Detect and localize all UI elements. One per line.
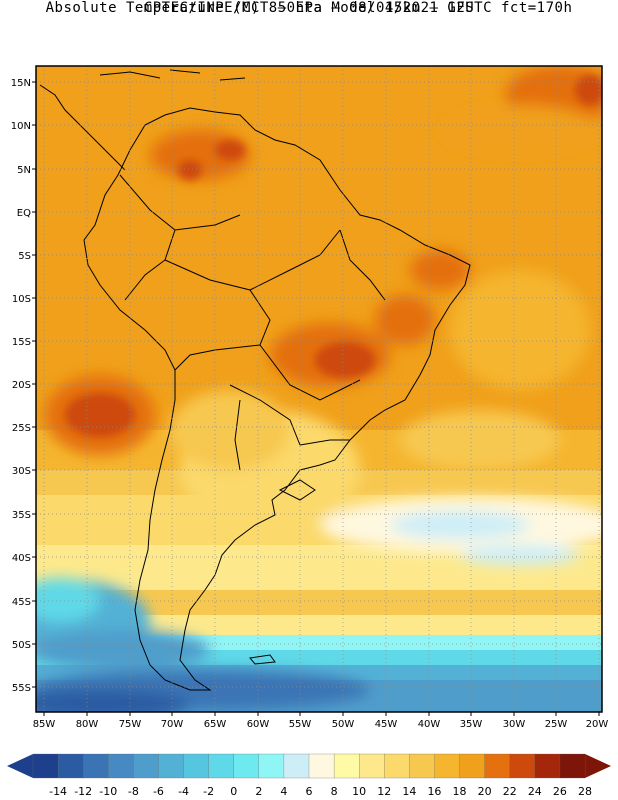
lat-label: 40S <box>12 553 31 564</box>
colorbar-cell <box>409 753 435 779</box>
lat-label: 5N <box>17 165 31 176</box>
chart-title-line-2: Absolute Temperature (C) 850hPa – 08/04/… <box>45 0 573 16</box>
lon-label: 65W <box>204 719 227 730</box>
colorbar-label: -14 <box>49 785 67 798</box>
colorbar-cell <box>183 753 210 779</box>
colorbar-label: 16 <box>427 785 441 798</box>
country-borders <box>119 174 386 471</box>
colorbar-label: 4 <box>280 785 287 798</box>
lon-label: 55W <box>289 719 312 730</box>
lon-label: 30W <box>503 719 526 730</box>
lon-label: 60W <box>247 719 270 730</box>
uruguay-river <box>278 479 316 501</box>
lat-label: 45S <box>12 597 31 608</box>
lat-label: 35S <box>12 510 31 521</box>
lon-label: 20W <box>586 719 609 730</box>
lat-label: 20S <box>12 380 31 391</box>
colorbar-cell <box>258 753 285 779</box>
colorbar-label: -8 <box>128 785 139 798</box>
longitude-labels: 85W 80W 75W 70W 65W 60W 55W 50W 45W 40W … <box>33 719 609 730</box>
colorbar-label: 8 <box>331 785 338 798</box>
colorbar-cell <box>32 753 59 779</box>
central-america-outline <box>39 84 126 171</box>
colorbar-cell <box>133 753 159 779</box>
caribbean-outline <box>99 69 246 81</box>
colorbar-label: 12 <box>377 785 391 798</box>
lat-label: 10S <box>12 294 31 305</box>
triangle-right-icon <box>585 754 611 778</box>
lat-label: 55S <box>12 683 31 694</box>
colorbar-label: -12 <box>74 785 92 798</box>
lon-label: 40W <box>418 719 441 730</box>
colorbar-label: 26 <box>553 785 567 798</box>
colorbar-cell <box>459 753 486 779</box>
colorbar-cell <box>434 753 460 779</box>
colorbar-cell <box>333 753 360 779</box>
falklands-outline <box>249 654 276 665</box>
tick-marks <box>32 81 600 716</box>
colorbar-cell <box>534 753 561 779</box>
colorbar-cells <box>32 753 586 779</box>
colorbar-cell <box>484 753 511 779</box>
colorbar-cell <box>509 753 536 779</box>
lon-label: 80W <box>76 719 99 730</box>
lat-label: 10N <box>11 121 31 132</box>
colorbar-label: 20 <box>478 785 492 798</box>
colorbar-cell <box>308 753 335 779</box>
lat-label: 5S <box>18 251 31 262</box>
map-frame <box>35 65 603 713</box>
temperature-field <box>36 66 602 712</box>
colorbar-cell <box>83 753 109 779</box>
colorbar-cell <box>158 753 184 779</box>
colorbar-cell <box>57 753 84 779</box>
colorbar-label: -2 <box>203 785 214 798</box>
chart-title-line-1: CPTEC/INPE/MCT – Eta Model 15km – GFS <box>143 0 475 16</box>
colorbar-label: 0 <box>230 785 237 798</box>
lon-label: 75W <box>119 719 142 730</box>
colorbar-cell <box>359 753 385 779</box>
colorbar-cell <box>559 753 586 779</box>
lon-label: 25W <box>545 719 568 730</box>
lat-label: 15N <box>11 78 31 89</box>
lat-label: EQ <box>17 208 31 219</box>
triangle-left-icon <box>7 754 33 778</box>
colorbar-label: 10 <box>352 785 366 798</box>
lon-label: 45W <box>375 719 398 730</box>
colorbar-label: -6 <box>153 785 164 798</box>
lon-label: 35W <box>460 719 483 730</box>
lon-label: 70W <box>161 719 184 730</box>
colorbar-label: 24 <box>528 785 542 798</box>
colorbar-label: 2 <box>255 785 262 798</box>
lon-label: 85W <box>33 719 56 730</box>
colorbar-labels: -14 -12 -10 -8 -6 -4 -2 0 2 4 6 8 10 12 14 16 18 20 22 24 26… <box>49 785 592 798</box>
lat-label: 15S <box>12 337 31 348</box>
colorbar-label: -4 <box>178 785 189 798</box>
colorbar-cell <box>233 753 260 779</box>
colorbar-cell <box>384 753 410 779</box>
colorbar-label: 14 <box>402 785 416 798</box>
lon-label: 50W <box>332 719 355 730</box>
colorbar-label: 18 <box>453 785 467 798</box>
lat-label: 25S <box>12 423 31 434</box>
latitude-labels: 15N 10N 5N EQ 5S 10S 15S 20S 25S 30S 35S… <box>11 78 31 694</box>
colorbar-label: -10 <box>99 785 117 798</box>
colorbar-label: 6 <box>306 785 313 798</box>
colorbar-cell <box>108 753 134 779</box>
lat-label: 30S <box>12 466 31 477</box>
lat-label: 50S <box>12 640 31 651</box>
colorbar-label: 28 <box>578 785 592 798</box>
colorbar-cell <box>283 753 310 779</box>
colorbar: -14 -12 -10 -8 -6 -4 -2 0 2 4 6 8 10 12 14 16 18 20 22 24 26… <box>7 753 611 798</box>
colorbar-label: 22 <box>503 785 517 798</box>
colorbar-cell <box>208 753 235 779</box>
